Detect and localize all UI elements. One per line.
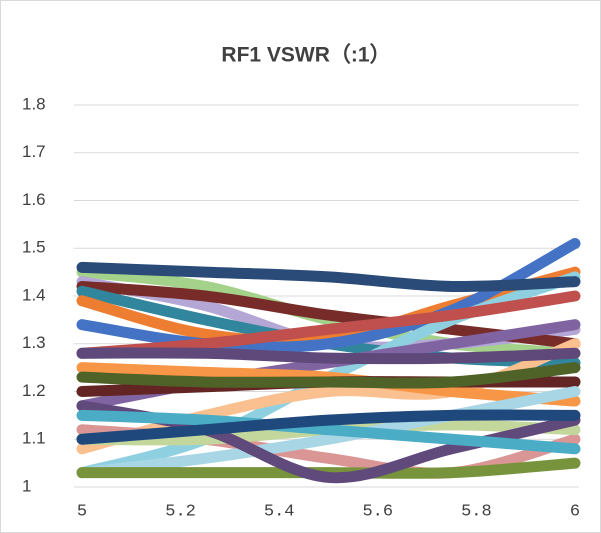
y-tick-label: 1.2 [22,381,46,400]
x-tick-label: 5.4 [264,502,295,521]
series-line [76,409,581,445]
series-line [76,290,581,359]
y-tick-label: 1.1 [22,429,46,448]
series-line [76,386,581,479]
y-tick-label: 1 [22,476,31,495]
y-tick-label: 1.5 [22,238,46,257]
y-tick-label: 1.8 [22,94,46,113]
x-tick-label: 5.6 [362,502,393,521]
y-tick-label: 1.4 [22,285,46,304]
y-tick-label: 1.7 [22,142,46,161]
series-line [76,261,581,293]
x-tick-label: 5 [77,502,87,521]
series-line [76,362,581,389]
y-tick-label: 1.3 [22,333,46,352]
x-tick-label: 6 [570,502,580,521]
series-line [76,347,581,365]
y-tick-label: 1.6 [22,190,46,209]
chart-title: RF1 VSWR（:1） [221,43,390,67]
series-line [76,409,581,455]
x-tick-label: 5.2 [165,502,196,521]
x-tick-label: 5.8 [461,502,492,521]
